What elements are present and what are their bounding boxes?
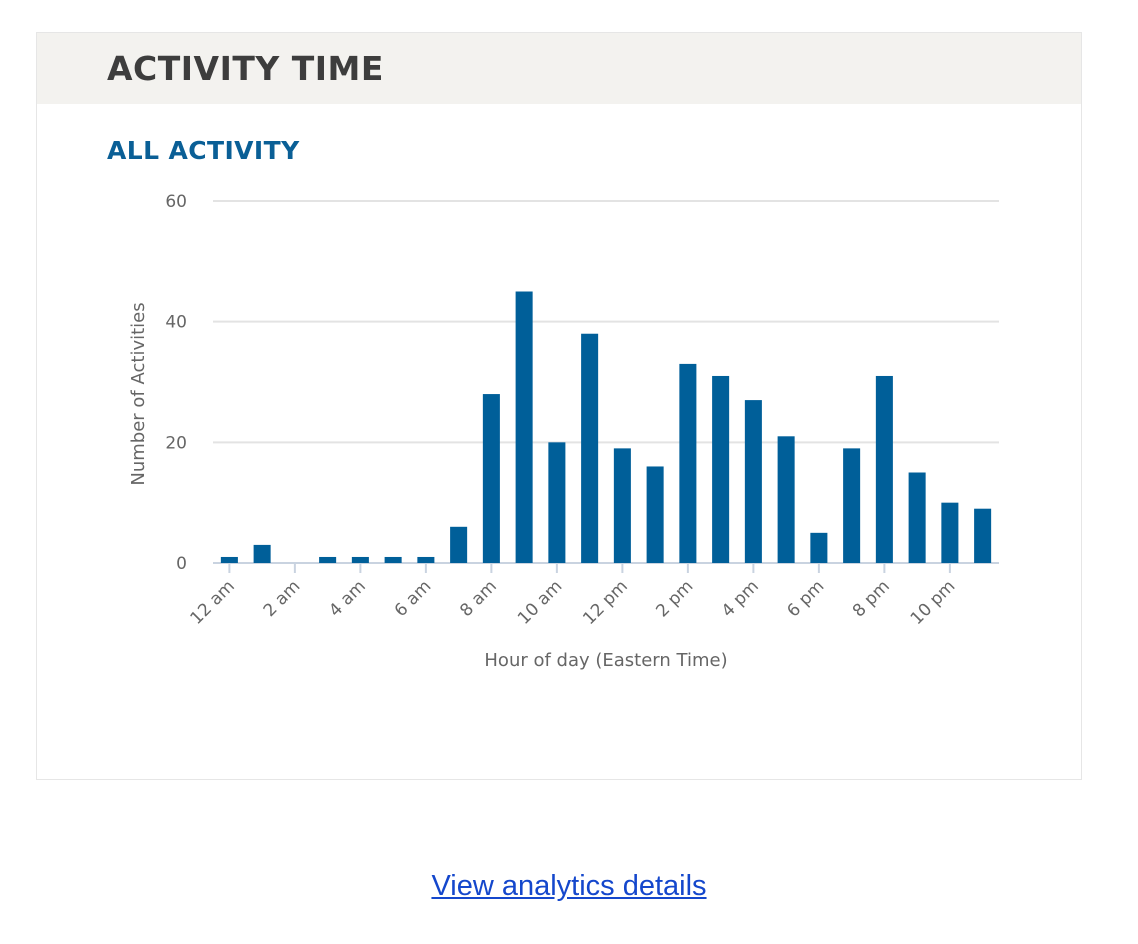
- x-tick-label-6-am: 6 am: [391, 576, 436, 621]
- x-tick-label-2-pm: 2 pm: [652, 576, 697, 621]
- x-axis-title: Hour of day (Eastern Time): [484, 650, 727, 671]
- bar-8-am: [482, 394, 500, 563]
- x-tick-label-12-am: 12 am: [187, 576, 239, 628]
- bar-9-am: [515, 291, 533, 563]
- bar-7-pm: [843, 448, 861, 563]
- activity-time-card: ACTIVITY TIME ALL ACTIVITY 0 20 40 60 12 am 2…: [36, 32, 1082, 780]
- bar-8-pm: [875, 375, 893, 563]
- x-tick-label-8-am: 8 am: [456, 576, 501, 621]
- analytics-link-container: View analytics details: [0, 870, 1138, 903]
- bar-11-pm: [974, 508, 992, 563]
- bar-1-am: [253, 544, 271, 563]
- x-tick-label-6-pm: 6 pm: [783, 576, 828, 621]
- x-tick-label-12-pm: 12 pm: [579, 576, 632, 629]
- x-tick-label-8-pm: 8 pm: [849, 576, 894, 621]
- bar-6-pm: [810, 532, 828, 563]
- bar-3-am: [319, 556, 337, 563]
- x-tick-label-4-pm: 4 pm: [718, 576, 763, 621]
- x-tick-label-4-am: 4 am: [325, 576, 370, 621]
- y-tick-label-40: 40: [165, 313, 187, 333]
- x-tick-label-10-pm: 10 pm: [907, 576, 960, 629]
- bar-12-am: [220, 556, 238, 563]
- bar-2-pm: [679, 363, 697, 563]
- bar-12-pm: [613, 448, 631, 563]
- section-title: ALL ACTIVITY: [107, 136, 300, 165]
- y-tick-label-20: 20: [165, 433, 187, 453]
- card-header: ACTIVITY TIME: [37, 33, 1081, 104]
- card-title: ACTIVITY TIME: [107, 49, 384, 88]
- view-analytics-details-link[interactable]: View analytics details: [431, 870, 707, 902]
- bar-9-pm: [908, 472, 926, 563]
- activity-bar-chart: 0 20 40 60 12 am 2 am 4 am 6 am 8 am 10 am 12 pm 2 …: [128, 192, 999, 671]
- bar-6-am: [417, 556, 435, 563]
- bar-5-am: [384, 556, 402, 563]
- x-tick-label-10-am: 10 am: [514, 576, 566, 628]
- bar-3-pm: [712, 375, 730, 563]
- bar-1-pm: [646, 466, 664, 563]
- bar-5-pm: [777, 436, 795, 563]
- y-tick-label-60: 60: [165, 192, 187, 212]
- bar-4-am: [351, 556, 369, 563]
- bar-7-am: [450, 526, 468, 563]
- bar-11-am: [581, 333, 599, 563]
- bar-10-pm: [941, 502, 959, 563]
- x-tick-label-2-am: 2 am: [260, 576, 305, 621]
- y-axis-title: Number of Activities: [128, 302, 149, 485]
- y-tick-label-0: 0: [176, 554, 187, 574]
- bar-10-am: [548, 442, 566, 563]
- bar-4-pm: [744, 400, 762, 563]
